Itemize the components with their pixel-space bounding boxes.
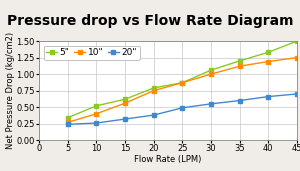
10" — [295, 57, 299, 59]
5" — [152, 87, 155, 89]
10" — [181, 82, 184, 84]
10" — [209, 73, 213, 75]
20" — [295, 93, 299, 95]
20" — [181, 107, 184, 109]
20" — [66, 123, 70, 125]
20" — [123, 118, 127, 120]
10" — [266, 61, 270, 63]
10" — [94, 113, 98, 115]
Y-axis label: Net Pressure Drop (kg/cm2): Net Pressure Drop (kg/cm2) — [6, 32, 15, 149]
5" — [66, 117, 70, 119]
Line: 10": 10" — [66, 56, 299, 124]
20" — [94, 122, 98, 124]
10" — [152, 90, 155, 92]
5" — [266, 51, 270, 53]
20" — [209, 103, 213, 105]
Legend: 5", 10", 20": 5", 10", 20" — [44, 45, 140, 60]
5" — [209, 69, 213, 71]
Text: Pressure drop vs Flow Rate Diagram: Pressure drop vs Flow Rate Diagram — [7, 14, 293, 28]
20" — [152, 114, 155, 116]
5" — [295, 40, 299, 42]
Line: 5": 5" — [66, 39, 299, 120]
5" — [181, 82, 184, 84]
5" — [123, 98, 127, 100]
10" — [123, 102, 127, 104]
20" — [238, 100, 242, 102]
Line: 20": 20" — [66, 92, 299, 126]
X-axis label: Flow Rate (LPM): Flow Rate (LPM) — [134, 155, 202, 164]
10" — [66, 121, 70, 123]
5" — [94, 105, 98, 107]
20" — [266, 96, 270, 98]
10" — [238, 65, 242, 67]
5" — [238, 60, 242, 62]
